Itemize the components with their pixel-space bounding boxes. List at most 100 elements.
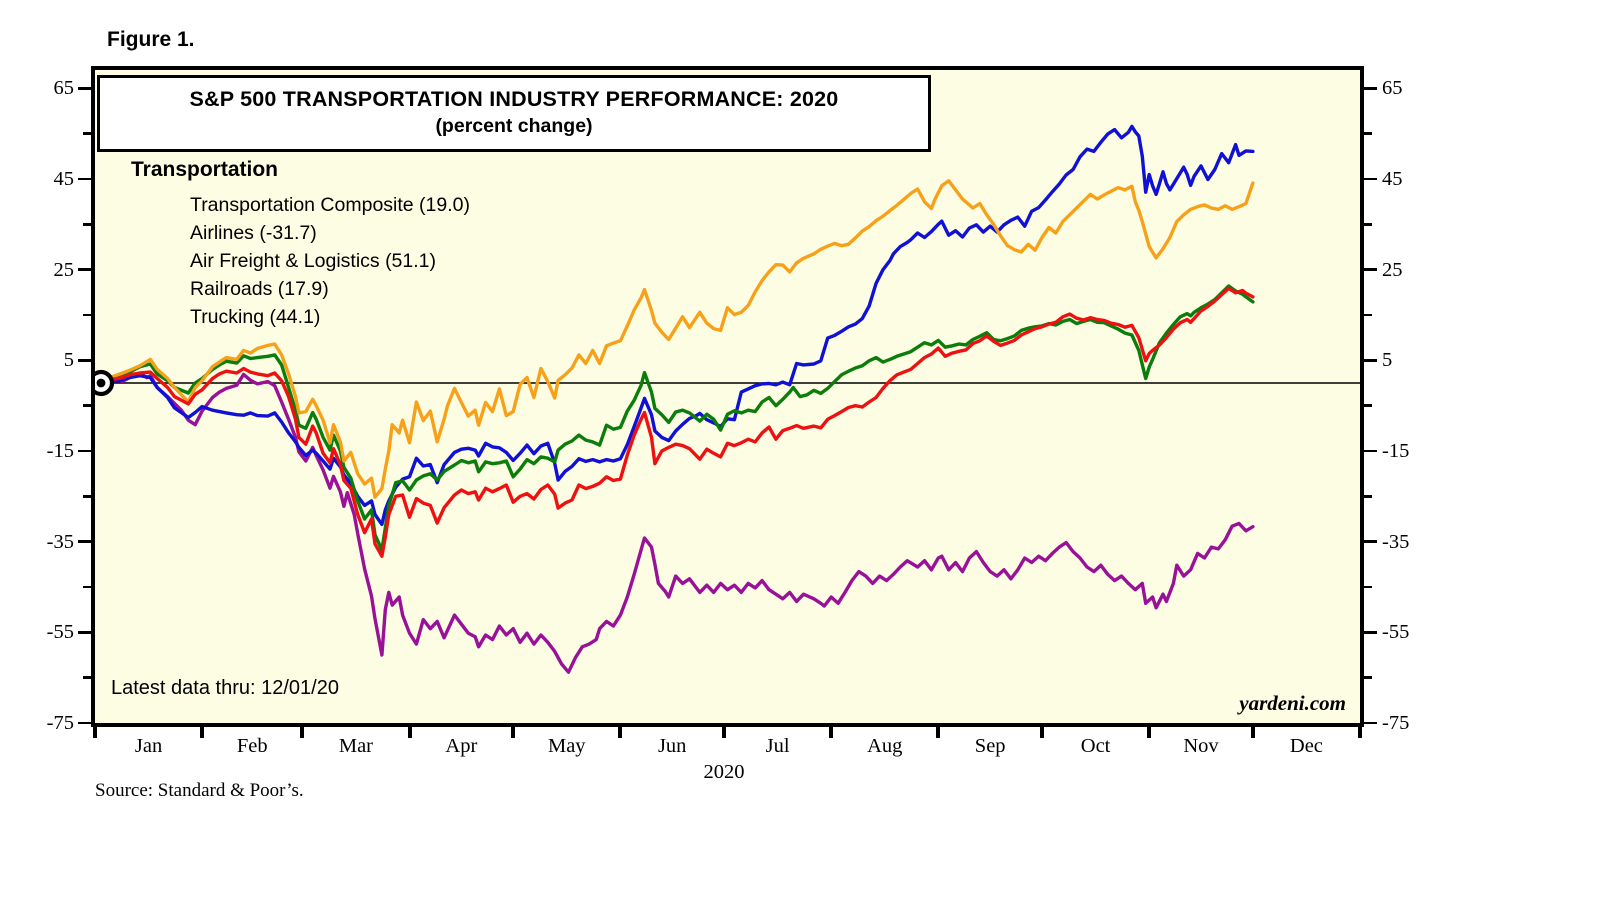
y-tick-label-left: -15	[46, 439, 74, 462]
legend-item-composite: Transportation Composite (19.0)	[131, 191, 470, 219]
y-major-tick-left	[78, 177, 91, 181]
y-major-tick-right	[1364, 721, 1377, 725]
chart-title: S&P 500 TRANSPORTATION INDUSTRY PERFORMA…	[189, 87, 839, 111]
x-month-tick	[300, 727, 305, 738]
chart-title-box: S&P 500 TRANSPORTATION INDUSTRY PERFORMA…	[97, 75, 931, 152]
x-month-label: Feb	[236, 735, 268, 757]
y-minor-tick-right	[1364, 404, 1372, 407]
y-major-tick-left	[78, 540, 91, 543]
y-minor-tick-left	[83, 404, 91, 407]
y-minor-tick-left	[83, 132, 91, 135]
x-month-label: Mar	[338, 735, 374, 757]
figure-label: Figure 1.	[107, 28, 195, 51]
y-major-tick-right	[1364, 87, 1377, 90]
y-tick-label-left: -35	[46, 530, 74, 553]
x-month-tick	[936, 727, 941, 738]
x-month-tick	[93, 727, 97, 738]
legend-header: Transportation	[131, 158, 279, 181]
series-line-transportation-composite	[95, 286, 1255, 558]
x-month-tick	[1250, 727, 1255, 738]
x-month-label: Oct	[1080, 735, 1111, 757]
x-month-tick	[1147, 727, 1152, 738]
x-month-tick	[829, 727, 834, 738]
source-note: Source: Standard & Poor’s.	[95, 780, 304, 801]
legend-label-trucking: Trucking (44.1)	[190, 305, 321, 328]
x-month-label: Jul	[765, 735, 790, 757]
chart-lines-canvas	[95, 124, 1360, 674]
start-marker-dot-icon	[96, 378, 106, 388]
y-minor-tick-right	[1364, 676, 1372, 679]
y-minor-tick-left	[83, 495, 91, 498]
legend-label-railroads: Railroads (17.9)	[190, 277, 329, 300]
x-month-label: Dec	[1289, 735, 1323, 757]
series-line-railroads	[95, 284, 1255, 552]
y-major-tick-right	[1364, 631, 1377, 634]
legend-item-airlines: Airlines (-31.7)	[131, 219, 470, 247]
trucking-line-swatch-icon	[131, 315, 169, 320]
y-tick-label-right: -15	[1382, 439, 1410, 462]
legend: Transportation Transportation Composite …	[131, 158, 470, 331]
y-major-tick-right	[1364, 359, 1377, 362]
y-tick-label-left: 45	[53, 168, 75, 190]
y-tick-label-right: -75	[1382, 711, 1410, 734]
y-minor-tick-left	[83, 676, 91, 679]
x-month-label: Apr	[445, 735, 478, 757]
x-month-label: Aug	[867, 735, 903, 757]
x-month-tick	[407, 727, 412, 738]
y-tick-label-right: 65	[1382, 77, 1403, 100]
x-month-label: Jan	[134, 735, 163, 757]
y-major-tick-right	[1364, 449, 1377, 453]
legend-item-trucking: Trucking (44.1)	[131, 303, 470, 331]
series-line-trucking	[95, 179, 1255, 499]
y-major-tick-right	[1364, 540, 1377, 543]
y-major-tick-right	[1364, 268, 1377, 271]
x-month-label: May	[547, 735, 586, 757]
y-tick-label-right: 5	[1382, 349, 1393, 372]
x-month-tick	[1040, 727, 1045, 738]
y-minor-tick-right	[1364, 585, 1372, 589]
y-minor-tick-right	[1364, 495, 1372, 498]
series-line-airlines	[95, 371, 1255, 674]
x-month-label: Sep	[974, 735, 1006, 757]
plot-area: S&P 500 TRANSPORTATION INDUSTRY PERFORMA…	[91, 66, 1364, 727]
y-tick-label-left: -75	[46, 711, 74, 734]
y-tick-label-left: 25	[53, 258, 75, 281]
composite-line-swatch-icon	[131, 203, 169, 208]
y-major-tick-left	[78, 631, 91, 634]
y-tick-label-right: -35	[1382, 530, 1410, 553]
legend-item-railroads: Railroads (17.9)	[131, 275, 470, 303]
y-major-tick-left	[78, 449, 91, 453]
y-major-tick-left	[78, 359, 91, 362]
y-tick-label-right: 45	[1382, 168, 1403, 190]
y-tick-label-left: -55	[46, 621, 74, 644]
watermark-yardeni: yardeni.com	[1239, 691, 1346, 715]
y-major-tick-left	[78, 268, 91, 271]
airlines-line-swatch-icon	[131, 231, 169, 236]
railroads-line-swatch-icon	[131, 287, 169, 292]
y-minor-tick-right	[1364, 223, 1372, 226]
y-minor-tick-right	[1364, 132, 1372, 135]
x-month-label: Jun	[657, 735, 687, 757]
air-freight-line-swatch-icon	[131, 259, 169, 264]
legend-label-composite: Transportation Composite (19.0)	[190, 193, 470, 216]
y-tick-label-left: 65	[53, 77, 75, 100]
legend-item-air-freight: Air Freight & Logistics (51.1)	[131, 247, 470, 275]
y-minor-tick-left	[83, 223, 91, 226]
y-minor-tick-left	[83, 313, 91, 317]
y-major-tick-left	[78, 87, 91, 90]
x-axis-year-label: 2020	[703, 761, 745, 783]
legend-label-air-freight: Air Freight & Logistics (51.1)	[190, 249, 437, 272]
latest-data-note: Latest data thru: 12/01/20	[111, 677, 339, 699]
legend-label-airlines: Airlines (-31.7)	[190, 221, 317, 244]
y-major-tick-left	[78, 721, 91, 725]
chart-subtitle: (percent change)	[435, 115, 593, 137]
y-major-tick-right	[1364, 177, 1377, 181]
x-month-tick	[1358, 727, 1362, 738]
y-tick-label-right: -55	[1382, 621, 1410, 644]
x-month-tick	[618, 727, 623, 738]
x-month-tick	[722, 727, 727, 738]
y-minor-tick-left	[83, 585, 91, 589]
x-month-tick	[511, 727, 516, 738]
x-month-tick	[200, 727, 205, 738]
